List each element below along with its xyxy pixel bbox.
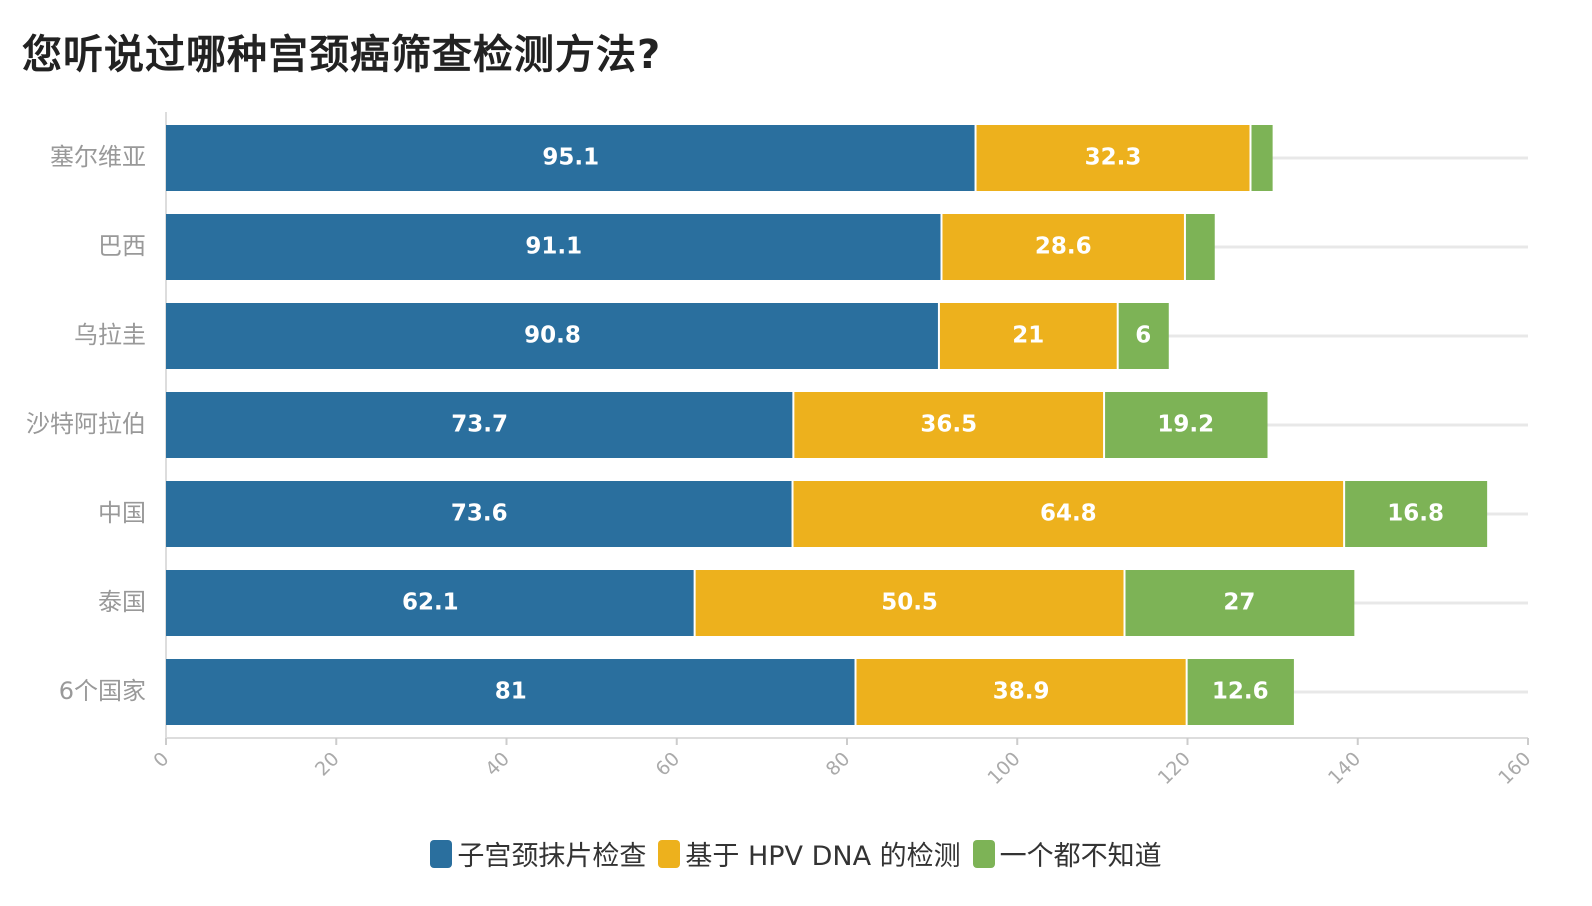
- category-label: 乌拉圭: [74, 321, 146, 349]
- x-tick-label: 160: [1494, 748, 1535, 789]
- x-tick-label: 120: [1154, 748, 1195, 789]
- bar-segment: [694, 570, 1125, 636]
- bar-segment: [1184, 214, 1215, 280]
- data-label: 91.1: [525, 234, 582, 260]
- legend-swatch: [972, 839, 995, 868]
- data-label: 36.5: [920, 412, 977, 438]
- data-label: 6: [1135, 323, 1151, 349]
- data-label: 50.5: [881, 590, 938, 616]
- x-tick-label: 140: [1324, 748, 1365, 789]
- bar-segment: [793, 392, 1105, 458]
- category-label: 巴西: [98, 232, 146, 260]
- data-label: 90.8: [524, 323, 581, 349]
- legend-swatch: [658, 839, 681, 868]
- legend-item: 一个都不知道: [972, 834, 1162, 873]
- data-label: 62.1: [402, 590, 459, 616]
- bar-segment: [1124, 570, 1355, 636]
- legend-label: 基于 HPV DNA 的检测: [685, 841, 961, 872]
- bar-segment: [1250, 125, 1273, 191]
- x-tick-label: 80: [822, 748, 855, 781]
- data-label: 32.3: [1085, 145, 1142, 171]
- legend-item: 基于 HPV DNA 的检测: [658, 834, 961, 873]
- category-label: 沙特阿拉伯: [26, 410, 146, 438]
- legend-label: 子宫颈抹片检查: [457, 841, 647, 872]
- bar-segment: [166, 214, 942, 280]
- data-label: 73.7: [451, 412, 508, 438]
- bar-segment: [1186, 659, 1294, 725]
- data-label: 28.6: [1035, 234, 1092, 260]
- category-label: 6个国家: [59, 677, 146, 705]
- data-label: 73.6: [451, 501, 508, 527]
- bar-segment: [1117, 303, 1169, 369]
- bar-segment: [166, 659, 856, 725]
- legend: 子宫颈抹片检查 基于 HPV DNA 的检测 一个都不知道: [0, 834, 1592, 873]
- bar-segment: [166, 125, 976, 191]
- x-tick-label: 100: [983, 748, 1024, 789]
- x-tick-label: 60: [652, 748, 685, 781]
- bar-segment: [938, 303, 1118, 369]
- bar-segment: [166, 481, 793, 547]
- x-tick-label: 20: [311, 748, 344, 781]
- legend-item: 子宫颈抹片检查: [430, 834, 646, 873]
- legend-swatch: [430, 839, 453, 868]
- bar-segment: [166, 392, 794, 458]
- data-label: 16.8: [1387, 501, 1444, 527]
- bar-segment: [166, 570, 695, 636]
- category-label: 泰国: [98, 588, 146, 616]
- data-label: 21: [1012, 323, 1044, 349]
- data-label: 27: [1223, 590, 1255, 616]
- x-tick-label: 40: [481, 748, 514, 781]
- chart-title: 您听说过哪种宫颈癌筛查检测方法?: [22, 32, 662, 78]
- category-label: 中国: [98, 499, 146, 527]
- bar-segment: [855, 659, 1187, 725]
- data-label: 95.1: [542, 145, 599, 171]
- bar-segment: [1104, 392, 1268, 458]
- data-label: 12.6: [1212, 679, 1269, 705]
- x-tick-label: 0: [149, 748, 173, 772]
- data-label: 19.2: [1157, 412, 1214, 438]
- category-label: 塞尔维亚: [50, 143, 146, 171]
- data-label: 64.8: [1040, 501, 1097, 527]
- legend-label: 一个都不知道: [999, 841, 1162, 872]
- bar-segment: [941, 214, 1185, 280]
- bar-segment: [975, 125, 1251, 191]
- bar-segment: [1344, 481, 1488, 547]
- bar-segment: [166, 303, 939, 369]
- bar-segment: [792, 481, 1345, 547]
- data-label: 38.9: [993, 679, 1050, 705]
- data-label: 81: [495, 679, 527, 705]
